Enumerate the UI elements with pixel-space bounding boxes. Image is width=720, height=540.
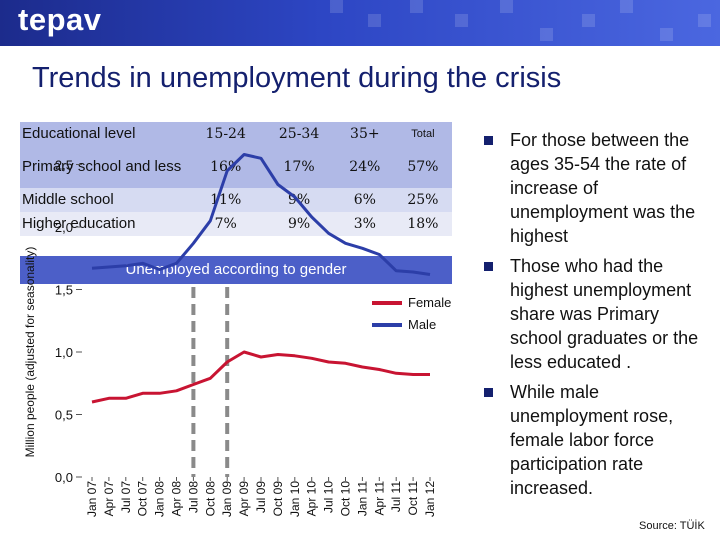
- x-tick-label: Jul 07: [119, 481, 133, 513]
- bullet-list: For those between the ages 35-54 the rat…: [478, 128, 710, 506]
- row-label: Primary school and less: [20, 146, 189, 188]
- series-line-female: [91, 350, 430, 404]
- x-tick-label: Jan 08: [153, 481, 167, 517]
- x-tick-label: Oct 08: [203, 481, 217, 517]
- x-tick-label: Apr 07: [102, 481, 116, 517]
- table-cell: 57%: [393, 146, 452, 188]
- column-header: 35+: [335, 122, 394, 146]
- y-tick-label: 0,0: [55, 470, 73, 485]
- bullet-item: Those who had the highest unemployment s…: [478, 254, 710, 374]
- header-tile: [698, 14, 711, 27]
- y-tick-label: 1,5: [55, 283, 73, 298]
- x-tick-label: Oct 10: [339, 481, 353, 517]
- table-row: Primary school and less 16% 17% 24% 57%: [20, 146, 452, 188]
- header-tile: [455, 14, 468, 27]
- header-tile: [582, 14, 595, 27]
- table-cell: 9%: [262, 212, 336, 236]
- header-tile: [500, 0, 513, 13]
- column-header: Educational level: [20, 122, 189, 146]
- x-tick-label: Apr 08: [170, 481, 184, 517]
- x-tick-label: Jan 07: [85, 481, 99, 517]
- x-tick-label: Oct 07: [136, 481, 150, 517]
- header-tile: [410, 0, 423, 13]
- table-row: Higher education 7% 9% 3% 18%: [20, 212, 452, 236]
- y-tick-label: 2,0: [55, 220, 73, 235]
- source-note: Source: TÜİK: [639, 520, 705, 532]
- slide-title: Trends in unemployment during the crisis: [32, 62, 562, 94]
- y-tick-label: 1,0: [55, 345, 73, 360]
- header-tile: [368, 14, 381, 27]
- x-tick-label: Jan 11: [355, 481, 369, 516]
- x-tick-label: Apr 10: [305, 481, 319, 517]
- header-tile: [540, 28, 553, 41]
- bullet-item: While male unemployment rose, female lab…: [478, 380, 710, 500]
- table-cell: 6%: [335, 188, 394, 212]
- y-tick-label: 2,5: [55, 158, 73, 173]
- bullet-text: For those between the ages 35-54 the rat…: [510, 130, 696, 246]
- table-cell: 25%: [393, 188, 452, 212]
- column-header: Total: [393, 122, 452, 146]
- x-tick-label: Apr 09: [237, 481, 251, 517]
- y-axis-label: Million people (adjusted for seasonality…: [23, 246, 37, 458]
- header-tile: [620, 0, 633, 13]
- x-tick-label: Jul 08: [186, 481, 200, 513]
- series-line-male: [91, 153, 431, 276]
- header-tile: [330, 0, 343, 13]
- header-tile: [660, 28, 673, 41]
- x-tick-label: Oct 09: [271, 481, 285, 517]
- table-cell: 18%: [393, 212, 452, 236]
- column-header: 15-24: [189, 122, 263, 146]
- bullet-square-icon: [484, 262, 493, 271]
- header-bar: tepav: [0, 0, 720, 46]
- table-cell: 11%: [189, 188, 263, 212]
- y-tick-label: 0,5: [55, 408, 73, 423]
- table-row: Middle school 11% 9% 6% 25%: [20, 188, 452, 212]
- tepav-logo: tepav: [18, 2, 102, 37]
- x-tick-label: Jan 10: [288, 481, 302, 517]
- x-tick-label: Jul 10: [322, 481, 336, 513]
- legend-label: Male: [408, 317, 436, 332]
- row-label: Higher education: [20, 212, 189, 236]
- x-tick-label: Jul 11: [389, 481, 403, 512]
- table-header-row: Educational level 15-24 25-34 35+ Total: [20, 122, 452, 146]
- bullet-text: While male unemployment rose, female lab…: [510, 382, 674, 498]
- x-tick-label: Jan 12: [423, 481, 437, 517]
- bullet-text: Those who had the highest unemployment s…: [510, 256, 699, 372]
- x-tick-label: Apr 11: [372, 481, 386, 516]
- bullet-square-icon: [484, 136, 493, 145]
- column-header: 25-34: [262, 122, 336, 146]
- chart-title: Unemployed according to gender: [20, 256, 452, 284]
- table-cell: 3%: [335, 212, 394, 236]
- x-tick-label: Jan 09: [220, 481, 234, 517]
- x-tick-label: Jul 09: [254, 481, 268, 513]
- table-cell: 24%: [335, 146, 394, 188]
- legend-label: Female: [408, 295, 451, 310]
- x-tick-label: Oct 11: [406, 481, 420, 516]
- bullet-square-icon: [484, 388, 493, 397]
- education-table: Educational level 15-24 25-34 35+ Total …: [20, 122, 452, 236]
- row-label: Middle school: [20, 188, 189, 212]
- bullet-item: For those between the ages 35-54 the rat…: [478, 128, 710, 248]
